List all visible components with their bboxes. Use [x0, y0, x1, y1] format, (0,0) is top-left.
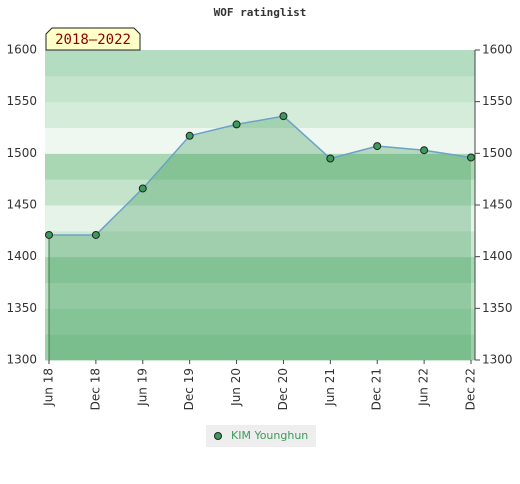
x-tick-label: Dec 20 [276, 368, 290, 410]
y2-tick-label: 1550 [482, 94, 513, 108]
legend-label: KIM Younghun [231, 429, 308, 442]
band [45, 230, 475, 258]
band [45, 308, 475, 335]
y-tick-label: 1450 [6, 198, 37, 212]
band [45, 179, 475, 206]
y-tick-label: 1400 [6, 249, 37, 263]
x-tick-label: Jun 22 [417, 368, 431, 407]
point [45, 230, 53, 239]
x-tick-label: Jun 21 [323, 368, 337, 407]
band [45, 50, 475, 77]
y-tick-label: 1600 [6, 43, 37, 57]
x-tick-label: Dec 21 [370, 368, 384, 410]
band [45, 127, 475, 154]
x-tick-label: Jun 19 [135, 368, 149, 407]
x-tick-label: Dec 18 [88, 368, 102, 410]
y-tick-label: 1500 [6, 146, 37, 160]
point [326, 154, 335, 163]
legend-box [206, 425, 316, 447]
annotation-box [45, 27, 141, 51]
point [138, 184, 147, 193]
y-tick-label: 1550 [6, 94, 37, 108]
y2-tick-label: 1600 [482, 43, 513, 57]
plot-area [45, 50, 475, 361]
line [49, 115, 472, 236]
band [45, 334, 475, 361]
x-tick-label: Dec 19 [182, 368, 196, 410]
y2-tick-label: 1450 [482, 198, 513, 212]
point [279, 112, 288, 121]
y2-tick-label: 1400 [482, 249, 513, 263]
y-tick-label: 1350 [6, 301, 37, 315]
annotation-text: 2018–2022 [55, 32, 131, 48]
band [45, 205, 475, 232]
band [45, 75, 475, 103]
band [45, 101, 475, 128]
y2-tick-label: 1300 [482, 353, 513, 367]
legend-marker [214, 432, 222, 440]
point [185, 131, 194, 140]
point [467, 153, 475, 162]
point [91, 230, 100, 239]
chart-title: WOF ratinglist [214, 6, 307, 19]
point [373, 142, 382, 151]
band [45, 153, 475, 180]
area [49, 116, 471, 360]
y2-tick-label: 1350 [482, 301, 513, 315]
annotation: 2018–2022 [45, 27, 141, 51]
x-tick-label: Jun 18 [42, 368, 56, 407]
band [45, 256, 475, 283]
band [45, 282, 475, 309]
x-tick-label: Jun 20 [229, 368, 243, 407]
y-tick-label: 1300 [6, 353, 37, 367]
x-tick-label: Dec 22 [464, 368, 478, 410]
point [420, 146, 429, 155]
point [232, 120, 241, 129]
y2-tick-label: 1500 [482, 146, 513, 160]
